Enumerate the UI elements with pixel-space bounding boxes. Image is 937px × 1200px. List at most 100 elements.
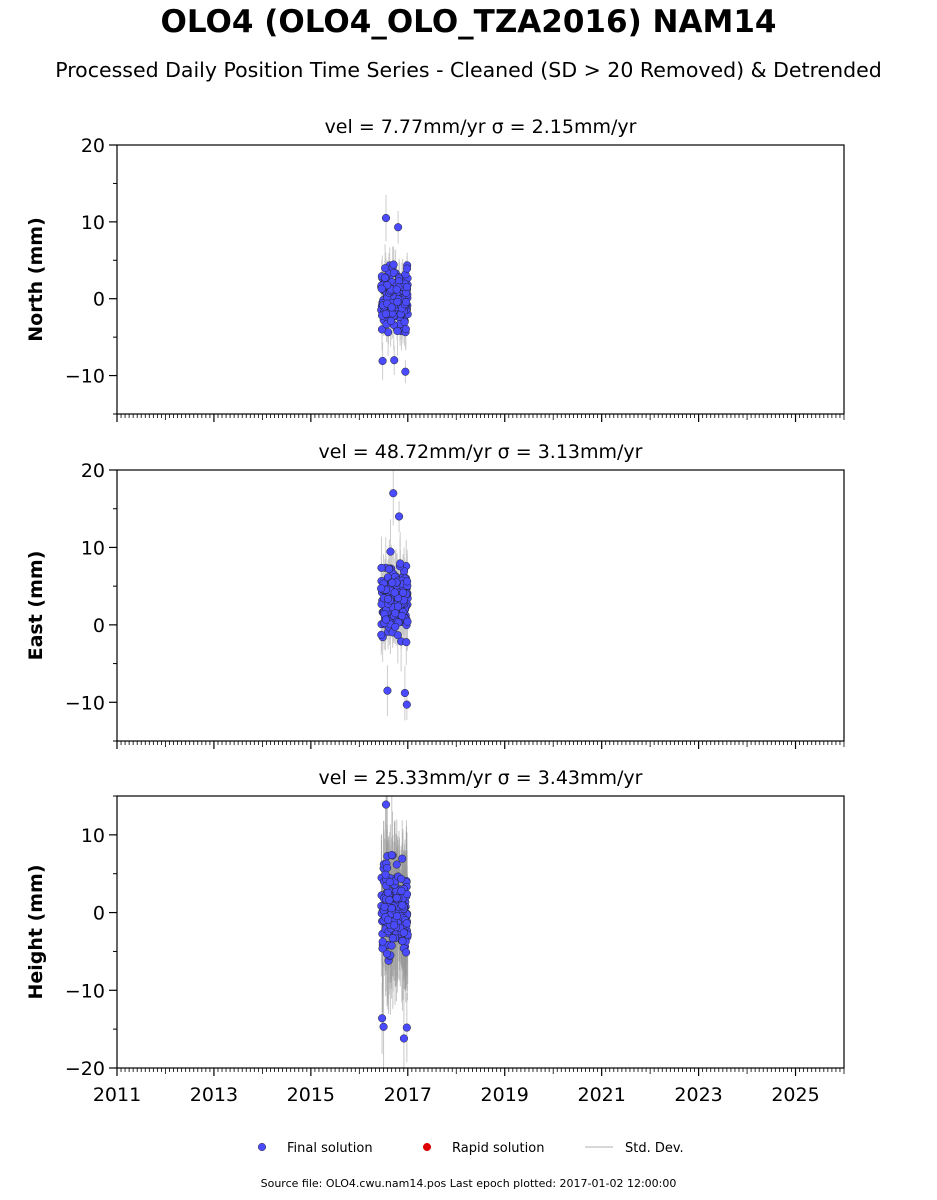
data-point: [402, 264, 412, 273]
data-point: [387, 850, 396, 860]
y-tick-label: −10: [65, 366, 105, 388]
final-solution-points: [377, 800, 412, 1043]
data-point: [383, 888, 392, 897]
data-point: [393, 631, 402, 640]
data-point: [390, 921, 399, 930]
data-point: [396, 559, 405, 568]
data-point: [387, 941, 396, 950]
data-point: [384, 594, 393, 604]
legend: Final solution Rapid solution Std. Dev.: [257, 1141, 684, 1156]
data-point: [394, 602, 403, 611]
data-point: [392, 860, 401, 869]
y-tick-label: 0: [93, 903, 105, 925]
panel-2: vel = 48.72mm/yr σ = 3.13mm/yr East (mm) −…: [25, 441, 845, 749]
y-tick-label: −10: [65, 980, 105, 1002]
y-tick-label: −10: [65, 692, 105, 714]
x-tick-label: 2019: [481, 1084, 529, 1106]
y-tick-label: 10: [81, 537, 105, 559]
y-tick-label: 20: [81, 135, 105, 157]
y-tick-label: 10: [81, 212, 105, 234]
data-point: [398, 854, 407, 863]
data-point: [378, 356, 387, 366]
data-point: [401, 325, 410, 334]
x-tick-label: 2017: [384, 1084, 432, 1106]
data-point: [385, 895, 394, 904]
data-point: [399, 588, 408, 597]
panel-1: vel = 7.77mm/yr σ = 2.15mm/yr North (mm) −…: [25, 116, 845, 422]
y-axis-label: Height (mm): [25, 864, 47, 999]
data-point: [400, 317, 409, 327]
data-point: [378, 937, 387, 946]
data-point: [403, 617, 412, 626]
data-point: [397, 874, 406, 883]
data-point: [381, 264, 390, 273]
data-point: [381, 800, 391, 809]
data-point: [377, 630, 386, 639]
data-point: [386, 317, 396, 326]
data-point: [377, 284, 386, 293]
data-point: [389, 260, 398, 269]
legend-label: Rapid solution: [452, 1141, 544, 1156]
y-tick-label: 10: [81, 825, 105, 847]
data-point: [381, 309, 390, 318]
y-axis-label: East (mm): [25, 551, 47, 661]
data-point: [398, 936, 407, 946]
data-point: [402, 700, 411, 709]
x-minor-ticks: [116, 741, 845, 749]
data-point: [398, 901, 407, 910]
source-footer: Source file: OLO4.cwu.nam14.pos Last epo…: [260, 1177, 677, 1190]
data-point: [393, 297, 402, 306]
data-point: [388, 934, 397, 943]
data-point: [395, 512, 404, 521]
data-point: [393, 326, 402, 336]
data-point: [386, 547, 395, 556]
data-point: [377, 563, 386, 572]
plot-frame: [116, 795, 845, 1069]
y-tick-label: 20: [81, 460, 105, 482]
data-point: [383, 686, 392, 695]
legend-final-marker: [257, 1142, 267, 1152]
plot-frame: [116, 469, 845, 742]
x-tick-label: 2023: [674, 1084, 722, 1106]
plot-frame: [116, 144, 845, 415]
data-point: [389, 489, 398, 498]
data-point: [384, 565, 394, 574]
final-solution-points: [377, 489, 412, 709]
y-axis-label: North (mm): [25, 217, 47, 342]
data-point: [399, 1034, 408, 1043]
data-point: [390, 356, 399, 365]
data-point: [391, 609, 400, 618]
data-point: [400, 688, 409, 698]
data-point: [390, 588, 399, 597]
x-tick-label: 2013: [190, 1084, 238, 1106]
data-point: [399, 928, 408, 937]
y-tick-label: 0: [93, 289, 105, 311]
y-tick-label: 0: [93, 615, 105, 637]
data-point: [387, 303, 396, 312]
x-minor-ticks: [116, 414, 845, 422]
data-point: [392, 912, 402, 921]
panel-3: vel = 25.33mm/yr σ = 3.43mm/yr Height (mm…: [25, 767, 845, 1106]
data-point: [384, 915, 393, 924]
data-point: [402, 919, 411, 928]
data-point: [389, 268, 398, 277]
data-point: [402, 638, 411, 647]
data-point: [380, 902, 389, 912]
x-tick-label: 2015: [287, 1084, 335, 1106]
data-point: [385, 878, 394, 887]
x-tick-label: 2025: [771, 1084, 819, 1106]
data-point: [402, 298, 411, 307]
data-point: [402, 948, 411, 957]
data-point: [402, 283, 412, 292]
data-point: [388, 578, 397, 587]
data-point: [381, 213, 391, 223]
figure-subtitle: Processed Daily Position Time Series - C…: [55, 58, 882, 82]
figure-title: OLO4 (OLO4_OLO_TZA2016) NAM14: [160, 4, 777, 40]
data-point: [379, 1022, 388, 1031]
data-point: [381, 615, 390, 624]
data-point: [402, 1023, 411, 1032]
y-tick-label: −20: [65, 1058, 105, 1080]
panel-title: vel = 25.33mm/yr σ = 3.43mm/yr: [319, 767, 643, 789]
data-point: [381, 870, 390, 879]
